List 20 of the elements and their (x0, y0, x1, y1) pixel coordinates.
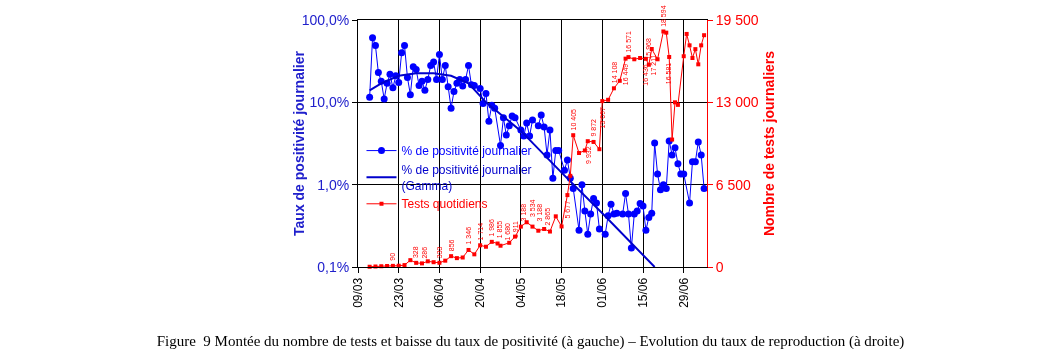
x-tick-label: 15/06 (635, 277, 650, 308)
x-tick-label: 29/06 (676, 277, 691, 308)
y2-tick-label: 13 000 (715, 94, 759, 111)
x-tick-label: 01/06 (595, 277, 610, 308)
x-tick-label: 04/05 (513, 277, 528, 308)
y2-tick-label: 6 500 (715, 176, 752, 193)
text: Figure 9 Montée du nombre de tests et baisse du taux de positivité (à gauche) – Evolution du taux de reproduction (à droite) (156, 332, 905, 349)
y2-axis-title: Nombre de tests journaliers (760, 50, 777, 237)
x-tick-label: 20/04 (473, 277, 488, 308)
y2-tick-label: 19 500 (715, 11, 759, 28)
x-tick-label: 09/03 (350, 277, 365, 308)
y-tick-label: 100,0% (301, 11, 350, 28)
y-tick-label: 10,0% (309, 94, 350, 111)
y-tick-label: 0,1% (317, 258, 350, 275)
y-axis-title: Taux de positivité journalier (291, 50, 308, 236)
y2-tick-label: 0 (715, 258, 724, 275)
y-tick-label: 1,0% (317, 176, 350, 193)
x-tick-label: 23/03 (391, 277, 406, 308)
x-tick-label: 06/04 (432, 277, 447, 308)
x-tick-label: 18/05 (554, 277, 569, 308)
